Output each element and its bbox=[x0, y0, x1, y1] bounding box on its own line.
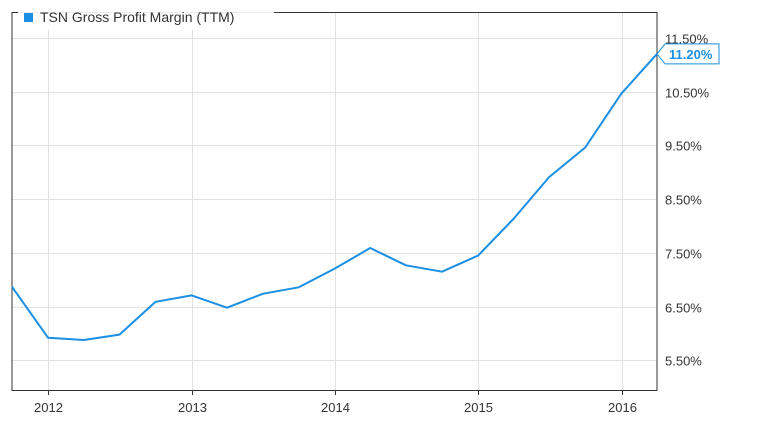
legend-label: TSN Gross Profit Margin (TTM) bbox=[40, 9, 234, 25]
series-line bbox=[11, 53, 658, 341]
y-tick-label: 6.50% bbox=[665, 301, 702, 316]
y-tick-label: 11.50% bbox=[665, 32, 709, 47]
y-axis: 5.50% 6.50% 7.50% 8.50% 9.50% 10.50% 11.50% bbox=[665, 32, 710, 369]
plot-area-border bbox=[11, 12, 658, 391]
x-tick-label: 2016 bbox=[608, 400, 637, 415]
last-value-flag: 11.20% bbox=[656, 43, 720, 65]
y-tick-label: 8.50% bbox=[665, 193, 702, 208]
legend-background bbox=[18, 6, 274, 30]
last-value-flag-shape bbox=[656, 43, 720, 65]
x-tick-label: 2013 bbox=[178, 400, 207, 415]
last-value-label: 11.20% bbox=[669, 47, 713, 62]
x-tick-label: 2015 bbox=[464, 400, 493, 415]
x-tick-label: 2012 bbox=[34, 400, 63, 415]
y-tick-label: 5.50% bbox=[665, 354, 702, 369]
x-tick-label: 2014 bbox=[321, 400, 350, 415]
x-axis: 2012 2013 2014 2015 2016 bbox=[34, 390, 637, 415]
y-tick-label: 10.50% bbox=[665, 86, 710, 101]
grid-lines bbox=[12, 12, 657, 390]
legend: TSN Gross Profit Margin (TTM) bbox=[18, 6, 274, 30]
series-group bbox=[11, 53, 658, 341]
legend-swatch bbox=[24, 13, 33, 22]
y-tick-label: 9.50% bbox=[665, 139, 702, 154]
y-tick-label: 7.50% bbox=[665, 247, 702, 262]
